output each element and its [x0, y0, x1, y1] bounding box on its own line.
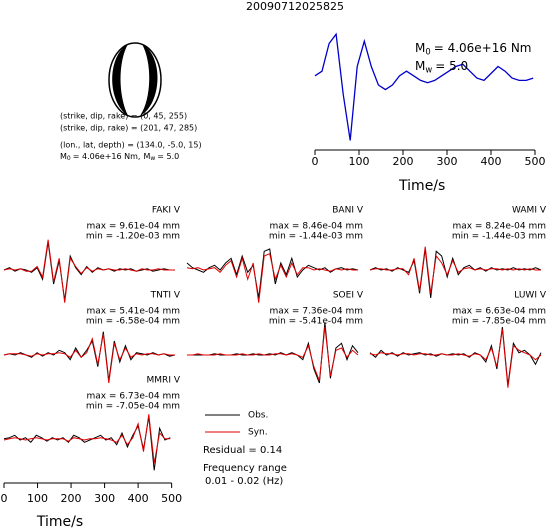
station-label: TNTI V — [150, 291, 181, 301]
subscript: w — [150, 155, 155, 162]
x-tick-label: 100 — [27, 492, 48, 505]
min-label: min = -1.20e-03 mm — [86, 232, 180, 242]
x-tick-label: 400 — [481, 155, 502, 168]
station-label: SOEI V — [333, 291, 364, 301]
station-label: WAMI V — [512, 206, 547, 216]
symbol: M — [415, 59, 425, 73]
beachball — [108, 42, 162, 118]
synthetic-waveform — [369, 329, 542, 388]
moment-text: Mw = 5.0 — [415, 59, 468, 75]
mechanism-line: (strike, dip, rake) = (0, 45, 255) — [60, 112, 187, 121]
synthetic-waveform — [186, 253, 358, 303]
max-label: max = 9.61e-04 mm — [86, 222, 180, 232]
x-tick-label: 0 — [312, 155, 319, 168]
max-label: max = 8.46e-04 mm — [269, 222, 363, 232]
value-text: = 5.0 — [157, 152, 179, 161]
x-tick-label: 0 — [1, 492, 8, 505]
x-axis-label: Time/s — [36, 514, 83, 530]
symbol: M — [60, 152, 67, 161]
x-tick-label: 200 — [61, 492, 82, 505]
max-label: max = 7.36e-04 mm — [269, 307, 363, 317]
value-text: = 4.06e+16 Nm, — [73, 152, 141, 161]
subscript: 0 — [425, 46, 430, 56]
mechanism-line: (strike, dip, rake) = (201, 47, 285) — [60, 124, 197, 133]
value-text: = 5.0 — [435, 59, 468, 73]
residual: Residual = 0.14 — [203, 445, 282, 456]
synthetic-waveform — [3, 333, 175, 384]
synthetic-waveform — [369, 246, 541, 294]
x-axis-label: Time/s — [398, 178, 445, 194]
frequency-label: Frequency range — [203, 463, 287, 474]
max-label: max = 6.73e-04 mm — [86, 392, 180, 402]
symbol: M — [415, 41, 425, 55]
min-label: min = -1.44e-03 mm — [452, 232, 546, 242]
synthetic-waveform — [3, 414, 171, 464]
value-text: = 4.06e+16 Nm — [434, 41, 532, 55]
x-tick-label: 300 — [437, 155, 458, 168]
legend-label: Syn. — [248, 428, 268, 438]
station-label: FAKI V — [152, 206, 181, 216]
subscript: w — [425, 64, 432, 74]
min-label: min = -6.58e-04 mm — [86, 317, 180, 327]
min-label: min = -5.41e-04 mm — [269, 317, 363, 327]
min-label: min = -7.85e-04 mm — [452, 317, 546, 327]
min-label: min = -7.05e-04 mm — [86, 402, 180, 412]
moment-line: M0 = 4.06e+16 Nm, Mw = 5.0 — [60, 152, 179, 162]
x-tick-label: 300 — [94, 492, 115, 505]
max-label: max = 6.63e-04 mm — [452, 307, 546, 317]
max-label: max = 8.24e-04 mm — [452, 222, 546, 232]
moment-text: M0 = 4.06e+16 Nm — [415, 41, 531, 57]
moment-rate-line — [314, 32, 534, 141]
synthetic-waveform — [187, 326, 359, 381]
min-label: min = -1.44e-03 mm — [269, 232, 363, 242]
x-tick-label: 400 — [128, 492, 149, 505]
x-tick-label: 500 — [525, 155, 546, 168]
x-tick-label: 500 — [161, 492, 182, 505]
legend: Obs. Syn. Residual = 0.14 Frequency rang… — [203, 411, 287, 488]
observed-waveform — [369, 326, 542, 386]
legend-label: Obs. — [248, 411, 268, 421]
station-label: MMRI V — [147, 376, 181, 386]
symbol: M — [143, 152, 150, 161]
observed-waveform — [3, 416, 171, 471]
mechanism-line: (lon., lat, depth) = (134.0, -5.0, 15) — [60, 141, 202, 150]
frequency-range: 0.01 - 0.02 (Hz) — [205, 476, 283, 487]
x-tick-label: 200 — [393, 155, 414, 168]
figure-title: 20090712025825 — [246, 0, 344, 13]
observed-waveform — [187, 322, 359, 384]
subscript: 0 — [67, 155, 71, 162]
station-label: BANI V — [332, 206, 364, 216]
x-tick-label: 100 — [349, 155, 370, 168]
max-label: max = 5.41e-04 mm — [86, 307, 180, 317]
station-label: LUWI V — [514, 291, 547, 301]
synthetic-waveform — [3, 239, 175, 303]
